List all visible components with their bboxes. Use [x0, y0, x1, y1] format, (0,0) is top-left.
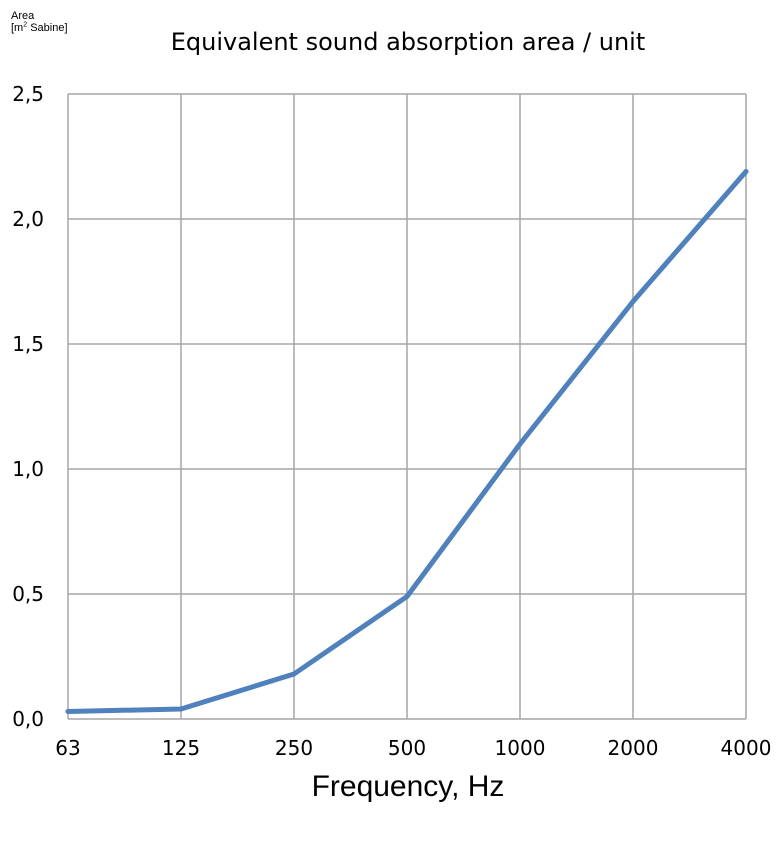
data-point: [517, 441, 523, 447]
x-axis-label: Frequency, Hz: [311, 770, 505, 803]
data-point: [178, 706, 184, 712]
y-tick-label: 2,5: [12, 82, 44, 106]
x-tick-label: 125: [162, 736, 200, 760]
y-tick-label: 2,0: [12, 207, 44, 231]
x-tick-label: 4000: [721, 736, 772, 760]
x-tick-label: 63: [55, 736, 80, 760]
chart-title: Equivalent sound absorption area / unit: [170, 28, 646, 56]
data-point: [743, 169, 749, 174]
y-tick-label: 0,0: [12, 707, 44, 731]
x-tick-label: 2000: [608, 736, 659, 760]
y-tick-label: 1,5: [12, 332, 44, 356]
x-tick-label: 250: [275, 736, 313, 760]
y-axis-label-line1: Area: [11, 10, 35, 22]
y-tick-label: 0,5: [12, 582, 44, 606]
y-axis-label: Area [m2 Sabine]: [11, 10, 68, 34]
y-axis-label-line2: [m2 Sabine]: [11, 21, 68, 34]
y-tick-label: 1,0: [12, 457, 44, 481]
data-point: [65, 709, 71, 714]
data-point: [630, 299, 636, 304]
data-point: [404, 594, 410, 599]
x-tick-label: 1000: [495, 736, 546, 760]
data-point: [291, 671, 297, 677]
x-tick-label: 500: [388, 736, 426, 760]
